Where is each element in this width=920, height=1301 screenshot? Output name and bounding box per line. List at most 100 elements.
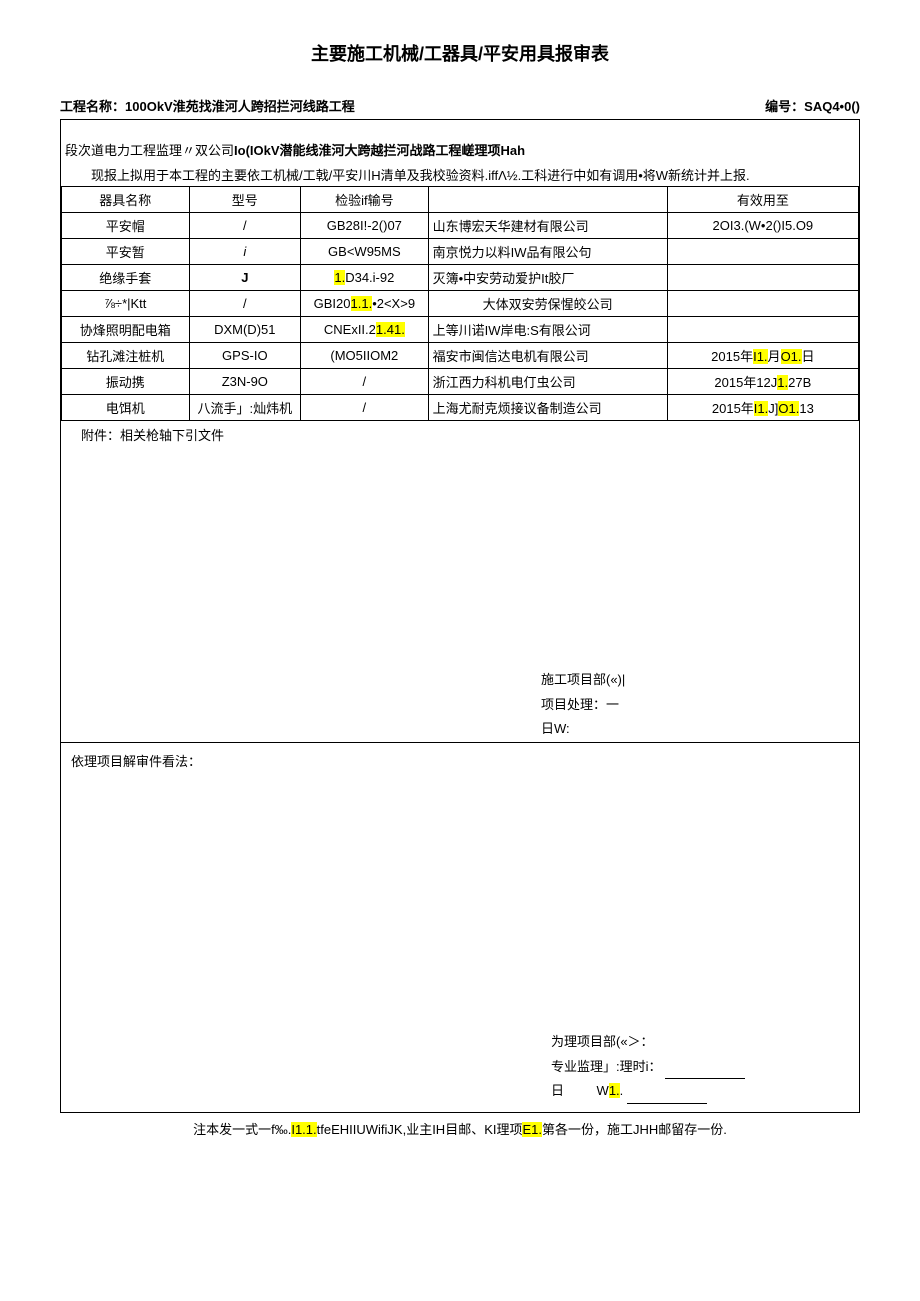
cell-cert: 1.D34.i-92 bbox=[301, 265, 429, 291]
lower-section: 依理项目解审件看法： 为理项目部(«＞： 专业监理」:理时i： 日 W1.. bbox=[61, 743, 859, 1112]
txt: tfeEHIIUWifiJK,业主IH目邮、KI理项 bbox=[317, 1122, 523, 1137]
cell-model: / bbox=[189, 213, 301, 239]
cell-name: 绝缘手套 bbox=[62, 265, 190, 291]
hl: 1. bbox=[777, 375, 788, 390]
table-header-row: 器具名称 型号 检验if输号 有效用至 bbox=[62, 187, 859, 213]
th-valid: 有效用至 bbox=[667, 187, 858, 213]
sign-block-1: 施工项目部(«)| 项目处理：一 日W: bbox=[541, 668, 859, 742]
table-row: 平安帽 / GB28I!-2()07 山东博宏天华建材有限公司 2OI3.(W•… bbox=[62, 213, 859, 239]
sign2-line1: 为理项目部(«＞： bbox=[551, 1030, 849, 1055]
hl: 1.1. bbox=[351, 296, 373, 311]
txt: CNExII.2 bbox=[324, 322, 376, 337]
cell-valid bbox=[667, 317, 858, 343]
cell-mfr: 福安市闽信达电机有限公司 bbox=[428, 343, 667, 369]
number-info: 编号：SAQ4•0() bbox=[765, 96, 860, 115]
cell-valid bbox=[667, 265, 858, 291]
cell-mfr: 上海尤耐克烦接议备制造公司 bbox=[428, 395, 667, 421]
cell-mfr: 山东博宏天华建材有限公司 bbox=[428, 213, 667, 239]
hl: E1. bbox=[522, 1122, 542, 1137]
equipment-table: 器具名称 型号 检验if输号 有效用至 平安帽 / GB28I!-2()07 山… bbox=[61, 186, 859, 421]
hl: O1. bbox=[778, 401, 799, 416]
table-row: ⅞÷*|Ktt / GBI201.1.•2<X>9 大体双安劳保惺皎公司 bbox=[62, 291, 859, 317]
underline bbox=[627, 1090, 707, 1104]
cell-valid: 2015年12J1.27B bbox=[667, 369, 858, 395]
intro-prefix: 段次道电力工程监理〃双公司 bbox=[65, 143, 234, 158]
txt: 2015年 bbox=[712, 401, 754, 416]
upper-section: 段次道电力工程监理〃双公司Io(IOkV潜能线淮河大跨越拦河战路工程嵯理项Hah… bbox=[61, 120, 859, 743]
table-row: 绝缘手套 J 1.D34.i-92 灭簿•中安劳动爱护It胶厂 bbox=[62, 265, 859, 291]
number-label: 编号： bbox=[765, 99, 804, 114]
cell-mfr: 南京悦力以料IW品有限公句 bbox=[428, 239, 667, 265]
intro-line1: 段次道电力工程监理〃双公司Io(IOkV潜能线淮河大跨越拦河战路工程嵯理项Hah bbox=[61, 120, 859, 163]
th-name: 器具名称 bbox=[62, 187, 190, 213]
txt: 日 bbox=[802, 349, 815, 364]
intro-bold: Io(IOkV潜能线淮河大跨越拦河战路工程嵯理项Hah bbox=[234, 143, 525, 158]
hl: 1. bbox=[609, 1083, 620, 1098]
cell-name: 平安暂 bbox=[62, 239, 190, 265]
sign2-line2: 专业监理」:理时i： bbox=[551, 1055, 849, 1080]
cell-name: 振动携 bbox=[62, 369, 190, 395]
txt: •2<X>9 bbox=[372, 296, 415, 311]
th-cert: 检验if输号 bbox=[301, 187, 429, 213]
table-row: 协烽照明配电箱 DXM(D)51 CNExII.21.41. 上等川诺IW岸电:… bbox=[62, 317, 859, 343]
txt: . bbox=[620, 1083, 624, 1098]
txt: 日 bbox=[551, 1083, 564, 1098]
txt: 注本发一式一f‰. bbox=[193, 1122, 291, 1137]
cell-cert: GBI201.1.•2<X>9 bbox=[301, 291, 429, 317]
cell-model: / bbox=[189, 291, 301, 317]
cell-mfr: 浙江西力科机电仃虫公司 bbox=[428, 369, 667, 395]
cell-valid: 2OI3.(W•2()I5.O9 bbox=[667, 213, 858, 239]
txt: 第各一份，施工JHH邮留存一份. bbox=[542, 1122, 727, 1137]
cell-cert: GB<W95MS bbox=[301, 239, 429, 265]
table-row: 钻孔滩注桩机 GPS-IO (MO5IIOM2 福安市闽信达电机有限公司 201… bbox=[62, 343, 859, 369]
table-row: 电饵机 八流手」:灿炜机 / 上海尤耐克烦接议备制造公司 2015年I1.J]O… bbox=[62, 395, 859, 421]
footer-note: 注本发一式一f‰.I1.1.tfeEHIIUWifiJK,业主IH目邮、KI理项… bbox=[60, 1119, 860, 1138]
project-name: 100OkV淮苑找淮河人跨招拦河线路工程 bbox=[125, 99, 355, 114]
th-model: 型号 bbox=[189, 187, 301, 213]
header-row: 工程名称：100OkV淮苑找淮河人跨招拦河线路工程 编号：SAQ4•0() bbox=[60, 96, 860, 115]
sign1-line3: 日W: bbox=[541, 717, 859, 742]
txt: 2015年12J bbox=[714, 375, 777, 390]
page-title: 主要施工机械/工器具/平安用具报审表 bbox=[60, 40, 860, 66]
attachment-line: 附件：相关枪轴下引文件 bbox=[61, 421, 859, 448]
txt: 2015年 bbox=[711, 349, 753, 364]
cell-model: i bbox=[189, 239, 301, 265]
number-value: SAQ4•0() bbox=[804, 99, 860, 114]
cell-cert: CNExII.21.41. bbox=[301, 317, 429, 343]
th-mfr bbox=[428, 187, 667, 213]
cell-model: DXM(D)51 bbox=[189, 317, 301, 343]
cell-name: ⅞÷*|Ktt bbox=[62, 291, 190, 317]
cell-valid bbox=[667, 291, 858, 317]
cell-model: GPS-IO bbox=[189, 343, 301, 369]
txt: 月 bbox=[768, 349, 781, 364]
txt: D34.i-92 bbox=[345, 270, 394, 285]
cell-cert: / bbox=[301, 369, 429, 395]
hl: I1. bbox=[753, 349, 767, 364]
sign2-line2-txt: 专业监理」:理时i： bbox=[551, 1059, 662, 1074]
txt: J] bbox=[768, 401, 778, 416]
cell-model: J bbox=[189, 265, 301, 291]
cell-mfr: 大体双安劳保惺皎公司 bbox=[428, 291, 667, 317]
cell-cert: / bbox=[301, 395, 429, 421]
cell-name: 平安帽 bbox=[62, 213, 190, 239]
txt: 27B bbox=[788, 375, 811, 390]
cell-valid bbox=[667, 239, 858, 265]
cell-valid: 2015年I1.J]O1.13 bbox=[667, 395, 858, 421]
hl: I1. bbox=[754, 401, 768, 416]
project-info: 工程名称：100OkV淮苑找淮河人跨招拦河线路工程 bbox=[60, 96, 355, 115]
project-label: 工程名称： bbox=[60, 99, 125, 114]
cell-mfr: 上等川诺IW岸电:S有限公诃 bbox=[428, 317, 667, 343]
cell-name: 协烽照明配电箱 bbox=[62, 317, 190, 343]
hl: 1.41. bbox=[376, 322, 405, 337]
hl: O1. bbox=[781, 349, 802, 364]
sign2-line3: 日 W1.. bbox=[551, 1079, 849, 1104]
table-row: 振动携 Z3N-9O / 浙江西力科机电仃虫公司 2015年12J1.27B bbox=[62, 369, 859, 395]
cell-cert: GB28I!-2()07 bbox=[301, 213, 429, 239]
hl: I1.1. bbox=[291, 1122, 316, 1137]
underline bbox=[665, 1065, 745, 1079]
cell-model: Z3N-9O bbox=[189, 369, 301, 395]
cell-name: 电饵机 bbox=[62, 395, 190, 421]
intro-line2: 现报上拟用于本工程的主要依工机械/工戟/平安川H清单及我校验资料.iffΛ½.工… bbox=[61, 163, 859, 186]
cell-name: 钻孔滩注桩机 bbox=[62, 343, 190, 369]
opinion-label: 依理项目解审件看法： bbox=[71, 751, 849, 770]
